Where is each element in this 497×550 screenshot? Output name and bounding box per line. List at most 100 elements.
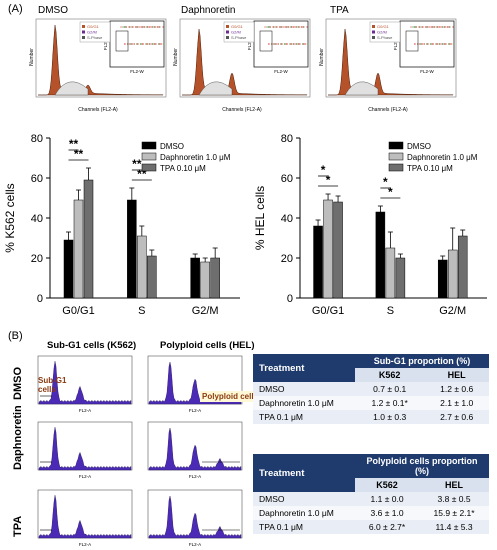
inset-scatter-point: [420, 43, 422, 45]
inset-scatter-point: [151, 26, 154, 28]
inset-gate: [259, 30, 273, 52]
inset-scatter-point: [410, 26, 412, 28]
histogram-x-label: Channels (FL2-A): [368, 107, 408, 113]
panel-b-histogram: FL2-A: [37, 421, 133, 479]
inset-scatter-point: [302, 43, 304, 45]
flow-histogram-3: Channels (FL2-A) Number FL2-W FL2-AG0/G1G2/…: [319, 18, 457, 113]
inset-scatter-point: [159, 43, 161, 45]
inset-scatter-point: [142, 43, 144, 45]
inset-scatter-point: [428, 26, 430, 28]
inset-scatter-point: [449, 43, 451, 45]
inset-scatter-point: [148, 26, 151, 28]
inset-scatter-point: [122, 26, 124, 28]
legend-swatch: [82, 36, 85, 39]
inset-scatter-point: [307, 43, 309, 45]
subg1-table: Treatment Sub-G1 proportion (%) K562 HEL…: [253, 354, 489, 424]
k562-category-label: G2/M: [192, 305, 219, 317]
inset-x-label: FL2-W: [420, 69, 434, 74]
hel-bar: [457, 235, 468, 299]
hel-y-tick-label: 0: [287, 293, 293, 305]
legend-swatch: [372, 30, 375, 34]
inset-scatter-point: [303, 43, 305, 45]
histogram-y-label: Number: [319, 48, 325, 66]
inset-scatter-point: [144, 26, 146, 28]
col-header-hel: Polyploid cells (HEL): [160, 340, 255, 351]
histogram-peak: [182, 28, 308, 96]
inset-scatter-point: [305, 43, 307, 45]
inset-scatter-point: [414, 26, 416, 28]
hel-y-tick-label: 60: [281, 173, 293, 185]
inset-scatter-point: [272, 26, 274, 28]
inset-scatter-point: [299, 43, 301, 45]
k562-sig-mark: **: [137, 167, 147, 181]
inset-scatter-point: [138, 26, 140, 28]
k562-sig-mark: **: [132, 157, 142, 171]
k562-y-tick-label: 0: [37, 293, 43, 305]
table2-r0-hel: 3.8 ± 0.5: [437, 494, 471, 504]
hel-bar: [333, 201, 343, 299]
hel-bar: [447, 249, 458, 299]
inset-scatter-point: [297, 26, 300, 28]
inset-scatter-point: [451, 43, 453, 45]
inset-scatter-point: [430, 26, 432, 28]
k562-category-label: G0/G1: [62, 305, 94, 317]
table-row: Daphnoretin 1.0 μM 1.2 ± 0.1* 2.1 ± 1.0: [253, 396, 489, 410]
table2-treatment-header: Treatment: [253, 454, 355, 492]
table2-r1-treatment: Daphnoretin 1.0 μM: [259, 508, 334, 518]
flow-title-dmso: DMSO: [38, 5, 68, 16]
k562-legend-label: TPA 0.10 μM: [160, 164, 206, 173]
panel-b-histogram-shape: [148, 495, 242, 539]
inset-scatter-point: [437, 43, 439, 45]
inset-scatter-point: [303, 26, 305, 28]
inset-scatter-point: [412, 26, 414, 28]
inset-scatter-point: [301, 26, 303, 28]
inset-scatter-point: [162, 26, 164, 28]
k562-sig-mark: **: [69, 137, 79, 151]
inset-scatter-point: [426, 26, 429, 28]
inset-scatter-point: [283, 43, 285, 45]
legend-label: S-Phase: [231, 35, 247, 40]
inset-scatter-point: [291, 43, 293, 45]
inset-y-label: FL2-A: [393, 38, 398, 50]
table2-r2-hel: 11.4 ± 5.3: [435, 522, 473, 532]
inset-scatter-point: [418, 26, 420, 28]
hel-bar: [313, 225, 323, 299]
inset-scatter-point: [294, 26, 296, 28]
inset-scatter-point: [159, 26, 161, 28]
inset-scatter-point: [124, 26, 126, 28]
legend-swatch: [226, 25, 229, 28]
panel-a-label: (A): [8, 3, 23, 15]
inset-scatter-point: [139, 43, 141, 45]
legend-label: G0/G1: [377, 24, 390, 29]
inset-scatter-point: [273, 43, 275, 45]
inset-scatter-point: [442, 43, 444, 45]
table-row: TPA 0.1 μM 1.0 ± 0.3 2.7 ± 0.6: [253, 410, 489, 424]
inset-scatter-point: [149, 43, 151, 45]
panel-b-histogram: FL2-A: [37, 355, 133, 413]
inset-scatter-point: [425, 26, 427, 28]
inset-scatter-point: [435, 43, 437, 45]
inset-scatter-point: [441, 43, 443, 45]
inset-scatter-point: [158, 43, 160, 45]
hel-legend-label: TPA 0.10 μM: [407, 164, 453, 173]
inset-scatter-point: [151, 43, 153, 45]
table1-r2-k562: 1.0 ± 0.3: [373, 412, 407, 422]
table2-col-hel: HEL: [419, 478, 489, 492]
flow-histogram-1: Channels (FL2-A)NumberFL2-WFL2-AG0/G1G2/…: [29, 18, 167, 113]
flow-title-tpa: TPA: [330, 5, 349, 16]
inset-scatter-point: [277, 43, 279, 45]
inset-scatter-point: [142, 26, 144, 28]
legend-label: G0/G1: [231, 24, 244, 29]
inset-scatter-point: [120, 26, 122, 28]
inset-scatter-point: [279, 26, 281, 28]
table1-treatment-header: Treatment: [253, 354, 355, 382]
inset-scatter-point: [280, 26, 283, 28]
k562-legend-swatch: [141, 163, 157, 172]
legend-swatch: [82, 30, 85, 34]
inset-scatter-point: [298, 43, 300, 45]
k562-y-label: % K562 cells: [3, 183, 17, 252]
inset-scatter-point: [453, 43, 455, 45]
table2-r2-k562: 6.0 ± 2.7*: [368, 522, 406, 532]
